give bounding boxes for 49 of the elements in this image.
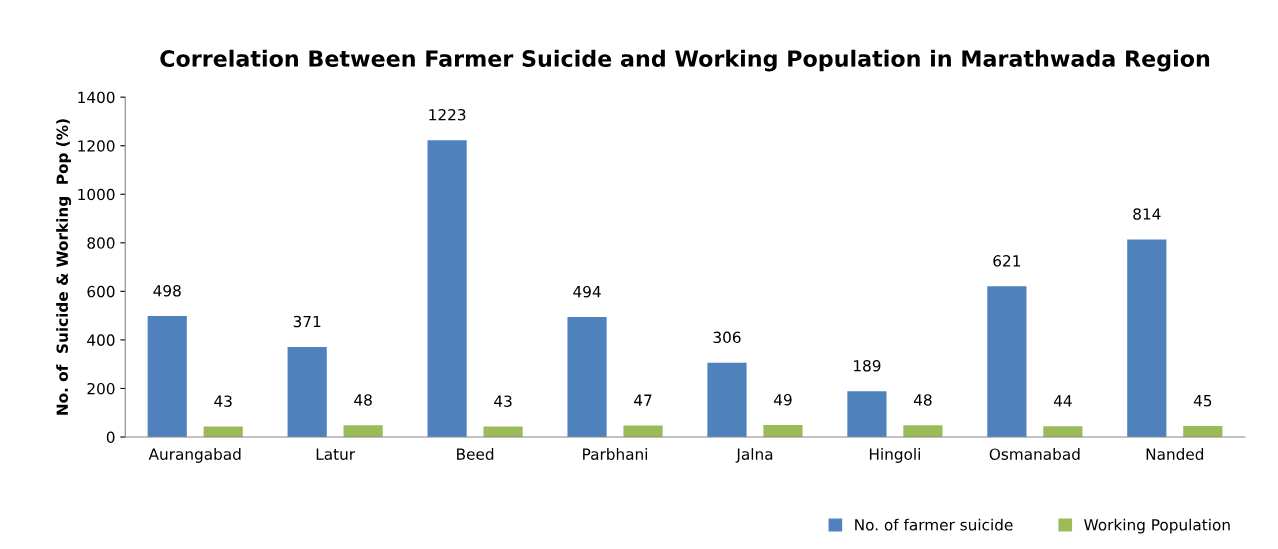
bar bbox=[147, 316, 187, 437]
legend-label: Working Population bbox=[1084, 518, 1230, 534]
data-label: 498 bbox=[153, 284, 181, 297]
data-label: 47 bbox=[634, 394, 652, 406]
x-tick-label: Beed bbox=[457, 448, 494, 460]
bar bbox=[1183, 426, 1223, 437]
y-tick-label: 1000 bbox=[78, 188, 115, 201]
bar bbox=[343, 425, 383, 437]
bar bbox=[567, 317, 607, 437]
bar bbox=[763, 425, 803, 437]
y-tick-label: 600 bbox=[87, 285, 115, 298]
data-label: 814 bbox=[1133, 208, 1161, 220]
x-tick-label: Osmanabad bbox=[989, 448, 1080, 460]
data-label: 306 bbox=[713, 331, 741, 344]
chart-title: Correlation Between Farmer Suicide and Working Population in Marathwada Region bbox=[160, 49, 1210, 72]
data-label: 43 bbox=[494, 395, 512, 407]
bar bbox=[847, 391, 887, 437]
bar bbox=[1127, 239, 1167, 437]
y-tick-label: 0 bbox=[106, 431, 115, 444]
x-tick-label: Aurangabad bbox=[148, 448, 241, 463]
data-label: 48 bbox=[354, 394, 372, 406]
y-tick-label: 1200 bbox=[78, 140, 115, 152]
legend-label: No. of farmer suicide bbox=[855, 518, 1013, 531]
y-tick-label: 200 bbox=[87, 382, 115, 395]
bar bbox=[903, 425, 943, 437]
x-tick-label: Hingoli bbox=[869, 448, 920, 463]
bar bbox=[427, 140, 467, 437]
bar bbox=[987, 286, 1027, 437]
data-label: 189 bbox=[854, 359, 881, 372]
data-label: 44 bbox=[1053, 395, 1072, 407]
x-tick-label: Parbhani bbox=[583, 448, 648, 460]
y-tick-label: 1400 bbox=[78, 91, 115, 104]
x-tick-label: Nanded bbox=[1146, 448, 1204, 460]
data-label: 45 bbox=[1193, 395, 1212, 407]
data-label: 49 bbox=[773, 393, 792, 406]
data-label: 621 bbox=[993, 255, 1021, 267]
data-label: 494 bbox=[573, 285, 601, 298]
data-label: 1223 bbox=[429, 108, 466, 121]
data-label: 48 bbox=[913, 394, 932, 406]
y-axis-title: No. of Suicide & Working Pop (%) bbox=[56, 119, 72, 415]
bar bbox=[287, 346, 327, 437]
y-tick-label: 400 bbox=[87, 334, 115, 346]
y-tick-label: 800 bbox=[87, 237, 115, 249]
x-tick-label: Jalna bbox=[735, 448, 773, 463]
data-label: 371 bbox=[293, 315, 321, 328]
x-tick-label: Latur bbox=[316, 448, 356, 460]
bar bbox=[707, 362, 747, 437]
data-label: 43 bbox=[214, 395, 232, 407]
bar bbox=[1043, 426, 1083, 437]
